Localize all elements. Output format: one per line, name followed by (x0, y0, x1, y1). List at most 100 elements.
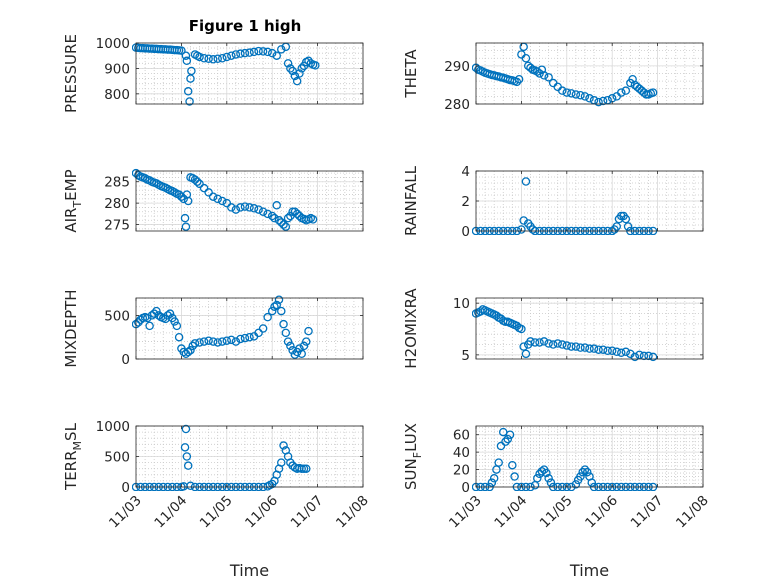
data-point (208, 337, 218, 346)
data-point (231, 337, 241, 346)
data-point (272, 300, 281, 310)
data-point (585, 344, 594, 353)
data-point (607, 346, 617, 355)
data-point (213, 338, 222, 347)
data-point (546, 478, 556, 487)
x-tick-label: 11/08 (333, 493, 372, 532)
axes-background (476, 426, 703, 487)
subplot-6: 0 500 1000 TERRMSL 11/03 11/04 11/05 11/06 11/07… (62, 419, 372, 580)
data-point (576, 90, 585, 100)
data-point (304, 326, 313, 336)
data-point (240, 48, 250, 58)
y-tick-label: 10 (453, 296, 470, 312)
x-axis-label: Time (569, 561, 609, 580)
data-point (183, 196, 193, 206)
data-point (297, 64, 306, 73)
data-point (576, 343, 585, 352)
data-point (236, 334, 245, 344)
data-point (526, 63, 535, 73)
data-point (245, 332, 254, 342)
data-point (621, 86, 631, 95)
y-tick-label: 2 (461, 194, 470, 210)
data-point (562, 341, 572, 350)
data-point (254, 46, 263, 56)
data-point (297, 349, 306, 359)
data-point (487, 478, 497, 487)
data-point (177, 192, 186, 201)
data-point (222, 336, 232, 345)
data-point (496, 441, 506, 451)
y-axis-label: H2OMIXRA (402, 288, 420, 369)
data-point (281, 328, 291, 338)
data-point (580, 92, 590, 101)
x-tick-label: 11/05 (537, 493, 576, 532)
y-tick-label: 0 (121, 480, 130, 496)
data-point (218, 337, 227, 346)
data-series (132, 168, 318, 231)
data-point (182, 56, 192, 66)
y-tick-label: 290 (444, 59, 470, 75)
x-axis-label: Time (229, 561, 269, 580)
y-tick-label: 40 (453, 445, 470, 461)
data-point (213, 194, 222, 204)
axes-background (136, 298, 363, 359)
data-point (612, 347, 621, 357)
data-point (537, 467, 547, 476)
data-point (519, 342, 528, 351)
data-point (277, 45, 286, 54)
y-tick-label: 500 (104, 308, 130, 324)
data-series (132, 295, 313, 359)
y-tick-label: 500 (104, 450, 130, 466)
data-point (603, 346, 612, 355)
data-point (181, 424, 191, 434)
y-tick-label: 0 (461, 480, 470, 496)
data-point (503, 434, 513, 444)
data-point (165, 309, 175, 318)
axes-background (476, 298, 703, 359)
data-point (510, 472, 519, 481)
data-series (132, 42, 320, 106)
data-point (236, 49, 245, 58)
y-axis-label: AIRTEMP (62, 169, 84, 232)
data-point (149, 309, 159, 318)
data-point (267, 48, 277, 58)
y-axis-label: THETA (402, 49, 420, 99)
data-point (283, 213, 293, 223)
x-tick-label: 11/06 (242, 493, 281, 532)
data-point (270, 302, 279, 311)
data-point (617, 348, 626, 358)
data-point (539, 71, 549, 80)
y-tick-label: 5 (461, 348, 470, 364)
y-tick-label: 285 (104, 175, 130, 191)
data-point (562, 88, 572, 97)
data-point (585, 94, 594, 103)
data-point (494, 458, 503, 467)
subplot-0: 800 900 1000 PRESSURE (62, 34, 364, 113)
data-point (286, 341, 295, 351)
data-point (292, 76, 302, 86)
data-point (172, 321, 182, 331)
subplot-3: 0 2 4 RAINFALL (402, 164, 704, 240)
data-point (295, 344, 304, 353)
y-tick-label: 800 (104, 87, 130, 103)
data-point (539, 337, 549, 346)
data-point (489, 474, 499, 483)
data-point (548, 340, 558, 349)
data-point (295, 69, 304, 78)
data-point (231, 205, 241, 214)
data-point (521, 349, 531, 359)
data-point (245, 48, 254, 57)
data-point (181, 51, 191, 60)
data-point (270, 213, 279, 223)
data-point (183, 461, 193, 470)
x-tick-label: 11/08 (673, 493, 712, 532)
data-point (263, 312, 272, 322)
data-point (286, 64, 295, 73)
axes-frame (475, 297, 704, 360)
data-point (553, 339, 562, 348)
data-point (204, 188, 213, 197)
data-point (621, 214, 631, 224)
data-point (533, 474, 542, 483)
data-point (249, 204, 259, 213)
